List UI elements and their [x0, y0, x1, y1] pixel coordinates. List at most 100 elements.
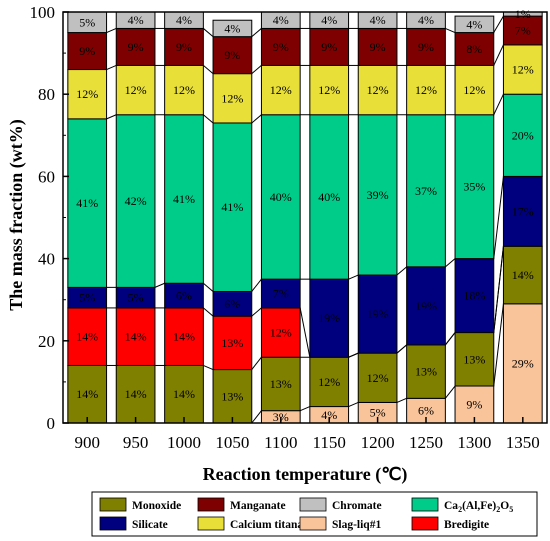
data-label: 1% [515, 7, 531, 21]
legend-item: Manganate [197, 497, 286, 512]
bar-segment [260, 114, 301, 280]
legend-swatch [99, 497, 127, 512]
bar-segment [164, 307, 204, 366]
x-tick-label: 1200 [361, 433, 395, 452]
connector-line [203, 364, 214, 371]
bar-segment [212, 122, 253, 292]
data-label: 9% [321, 40, 337, 54]
connector-line [299, 307, 311, 358]
connector-line [154, 282, 165, 288]
connector-line [493, 176, 504, 259]
connector-line [106, 64, 117, 71]
legend-label: Ca2(Al,Fe)2O5 [444, 500, 513, 514]
connector-line [445, 258, 456, 268]
data-label: 14% [76, 387, 98, 401]
data-label: 41% [221, 200, 243, 214]
data-label: 4% [321, 408, 337, 422]
y-tick-label: 100 [30, 3, 56, 22]
connector-line [396, 397, 407, 403]
data-label: 14% [173, 330, 195, 344]
legend-label: Silicate [132, 519, 168, 531]
data-label: 9% [466, 398, 482, 412]
data-label: 12% [221, 91, 243, 105]
legend-item: Silicate [99, 516, 168, 531]
connector-line [445, 27, 456, 34]
data-label: 12% [318, 375, 340, 389]
bar-segment [260, 64, 301, 116]
data-label: 9% [370, 40, 386, 54]
connector-line [203, 28, 214, 38]
data-label: 12% [463, 83, 485, 97]
data-label: 42% [125, 194, 147, 208]
bar-segment [502, 303, 543, 424]
connector-line [203, 65, 214, 75]
connector-line [106, 27, 117, 34]
legend-swatch [411, 516, 439, 531]
data-label: 17% [512, 204, 534, 218]
data-label: 4% [273, 13, 289, 27]
legend-item: Monoxide [99, 497, 181, 512]
connector-line [444, 332, 456, 346]
bar-segment [212, 290, 253, 317]
bar-segment [502, 175, 543, 247]
x-tick-label: 1250 [409, 433, 443, 452]
data-label: 37% [415, 184, 437, 198]
connector-line [203, 282, 214, 292]
bar-segment [115, 307, 156, 366]
data-label: 13% [221, 336, 243, 350]
data-label: 12% [270, 326, 292, 340]
data-label: 7% [273, 287, 289, 301]
bar-segment [115, 114, 156, 288]
connector-line [251, 356, 262, 370]
bar-segment [260, 307, 301, 358]
connector-line [493, 303, 504, 387]
data-label: 19% [367, 307, 389, 321]
x-tick-label: 1000 [167, 433, 201, 452]
bar-segment [357, 64, 398, 116]
data-label: 9% [224, 48, 240, 62]
data-label: 4% [418, 13, 434, 27]
bar-segment [406, 64, 446, 116]
y-tick-label: 20 [38, 332, 55, 351]
connector-line [203, 307, 214, 317]
legend-swatch [299, 516, 327, 531]
data-label: 41% [76, 196, 98, 210]
data-label: 13% [270, 377, 292, 391]
data-label: 5% [79, 15, 95, 29]
data-label: 6% [224, 297, 240, 311]
y-tick-label: 0 [47, 414, 56, 433]
data-label: 40% [270, 190, 292, 204]
data-label: 13% [221, 389, 243, 403]
data-label: 9% [128, 40, 144, 54]
bar-segment [454, 332, 495, 387]
connector-lines [106, 15, 504, 424]
data-label: 8% [466, 42, 482, 56]
connector-line [251, 65, 262, 75]
data-label: 12% [512, 63, 534, 77]
connector-line [203, 114, 214, 124]
bar-segment [115, 364, 156, 424]
legend-item: Slag-liq#1 [299, 516, 381, 531]
data-label: 5% [128, 291, 144, 305]
data-label: 41% [173, 192, 195, 206]
connector-line [348, 274, 359, 280]
legend: Monoxide Manganate Chromate Ca2(Al,Fe)2O5 Si… [91, 491, 538, 537]
bar-segment [502, 245, 543, 305]
y-axis-title: The mass fraction (wt%) [6, 119, 27, 310]
connector-line [251, 114, 262, 124]
connector-line [493, 44, 504, 66]
connector-line [396, 344, 407, 354]
data-label: 4% [370, 13, 386, 27]
legend-item: Bredigite [411, 516, 489, 531]
data-label: 9% [418, 40, 434, 54]
x-tick-label: 1350 [506, 433, 540, 452]
legend-label: Chromate [332, 500, 382, 512]
data-label: 14% [512, 268, 534, 282]
legend-swatch [197, 516, 225, 531]
bar-segment [212, 315, 253, 371]
bar-segment [212, 19, 253, 38]
data-label: 14% [125, 387, 147, 401]
legend-swatch [197, 497, 225, 512]
data-label: 5% [79, 291, 95, 305]
